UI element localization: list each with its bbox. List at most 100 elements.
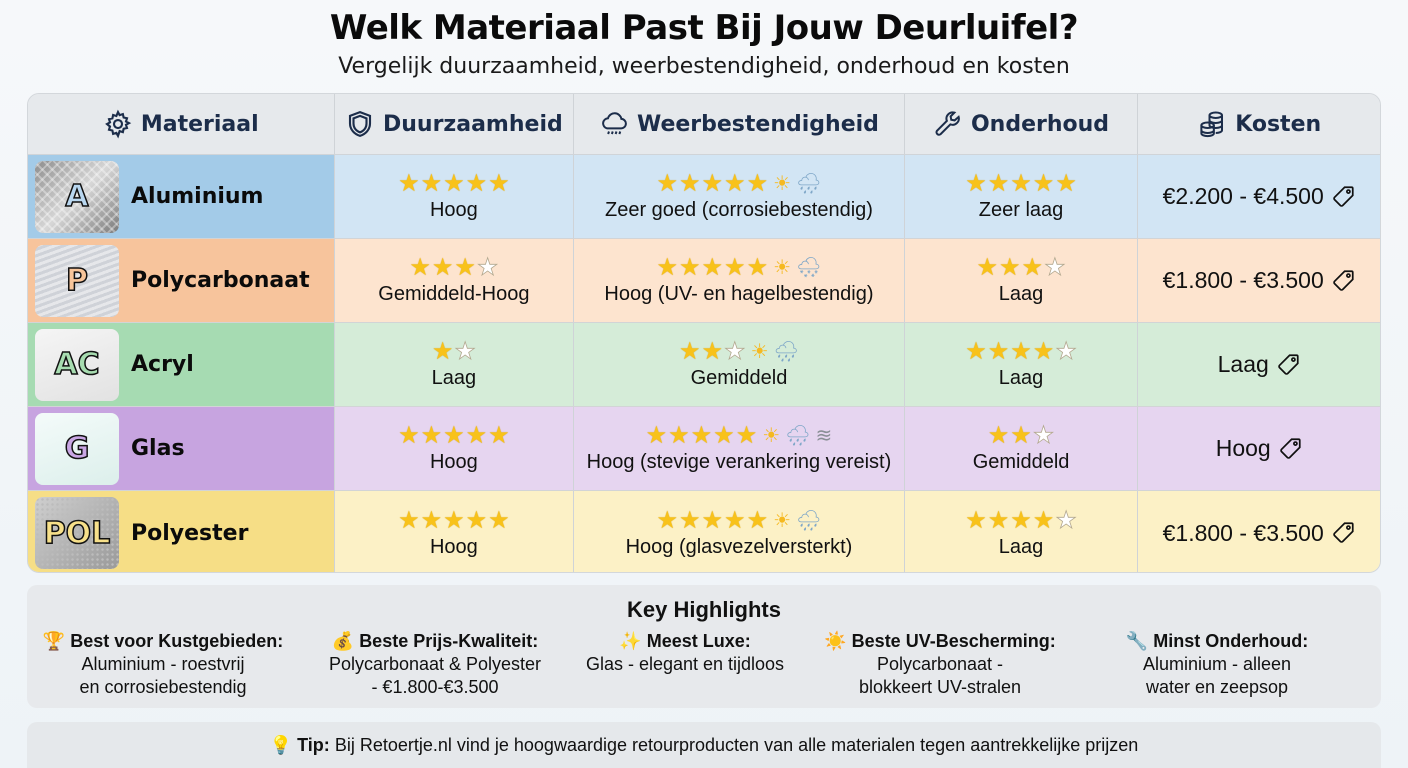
- material-name: Acryl: [131, 352, 194, 377]
- durability-label: Gemiddeld-Hoog: [378, 283, 530, 305]
- maintenance-cell: ★ ★ ★ ★ ★ Zeer laag: [904, 155, 1139, 238]
- star-filled-icon: ★: [488, 506, 510, 534]
- maintenance-rating: ★ ★ ★ ★ ★: [965, 171, 1077, 197]
- weather-rating: ★ ★ ★ ★ ★ ☀ 🌧: [657, 171, 822, 197]
- coins-icon: [1200, 111, 1224, 138]
- rain-cloud-icon: 🌧: [796, 173, 822, 195]
- durability-label: Hoog: [429, 535, 478, 558]
- highlight-heading: Minst Onderhoud:: [1153, 631, 1309, 651]
- maintenance-label: Laag: [998, 535, 1044, 558]
- star-filled-icon: ★: [1032, 170, 1055, 197]
- highlight-text: Aluminium - alleen: [1142, 654, 1292, 674]
- hail-cloud-icon: 🌨: [796, 257, 822, 279]
- wrench-icon: 🔧: [1125, 631, 1149, 651]
- maintenance-cell: ★ ★ ★ ★ ★ Laag: [904, 323, 1139, 406]
- star-filled-icon: ★: [420, 506, 443, 534]
- rain-cloud-icon: [602, 112, 627, 135]
- star-filled-icon: ★: [999, 254, 1021, 281]
- star-filled-icon: ★: [1021, 254, 1044, 281]
- column-header-onderhoud: Onderhoud: [905, 94, 1139, 154]
- cost-value: €1.800 - €3.500: [1162, 267, 1324, 293]
- cost-cell: Laag: [1138, 323, 1380, 406]
- column-header-kosten: Kosten: [1138, 94, 1380, 154]
- star-filled-icon: ★: [724, 170, 746, 197]
- star-filled-icon: ★: [488, 422, 510, 449]
- highlight-heading: Best voor Kustgebieden:: [70, 631, 284, 651]
- star-filled-icon: ★: [965, 506, 987, 534]
- weather-label: Hoog (glasvezelversterkt): [625, 535, 853, 558]
- star-filled-icon: ★: [1010, 338, 1032, 365]
- tip-text: Bij Retoertje.nl vind je hoogwaardige re…: [329, 735, 1139, 755]
- star-filled-icon: ★: [987, 170, 1010, 197]
- highlight-text: Polycarbonaat -: [876, 654, 1004, 674]
- material-badge-icon: P: [35, 244, 119, 317]
- durability-label: Hoog: [429, 199, 478, 221]
- weather-label: Hoog (stevige verankering vereist): [586, 451, 892, 473]
- star-filled-icon: ★: [987, 422, 1010, 449]
- table-row: POL Polyester ★ ★ ★ ★ ★ Hoog ★ ★ ★ ★ ★ ☀ 🌧 Hoog (gla…: [28, 491, 1380, 572]
- star-filled-icon: ★: [1010, 170, 1032, 197]
- durability-cell: ★ ★ ★ ★ ★ Hoog: [334, 491, 575, 572]
- star-filled-icon: ★: [465, 422, 488, 449]
- star-filled-icon: ★: [465, 170, 488, 197]
- table-row: AC Acryl ★ ★ Laag ★ ★ ★ ☀ 🌧 Gemiddeld ★ ★ ★ ★ ★ Laag…: [28, 323, 1380, 407]
- highlight-text: en corrosiebestendig: [79, 677, 247, 697]
- highlight-heading: Meest Luxe:: [646, 631, 751, 651]
- star-filled-icon: ★: [1010, 422, 1032, 449]
- tip-banner: 💡 Tip: Bij Retoertje.nl vind je hoogwaar…: [27, 722, 1381, 768]
- durability-cell: ★ ★ Laag: [334, 323, 575, 406]
- star-filled-icon: ★: [965, 338, 987, 365]
- highlight-item: 🔧 Minst Onderhoud: Aluminium - alleen wate…: [1081, 630, 1353, 699]
- star-filled-icon: ★: [454, 254, 476, 281]
- column-header-label: Materiaal: [140, 111, 259, 137]
- star-empty-icon: ★: [724, 338, 746, 365]
- maintenance-label: Zeer laag: [978, 199, 1064, 221]
- material-badge-icon: G: [35, 412, 119, 485]
- rain-cloud-icon: 🌧: [796, 509, 822, 532]
- star-filled-icon: ★: [409, 254, 431, 281]
- weather-rating: ★ ★ ★ ★ ★ ☀ 🌨: [657, 255, 822, 281]
- star-filled-icon: ★: [443, 170, 465, 197]
- weather-label: Hoog (UV- en hagelbestendig): [604, 283, 874, 305]
- star-filled-icon: ★: [746, 170, 769, 197]
- highlight-text: Aluminium - roestvrij: [81, 654, 245, 674]
- highlight-text: water en zeepsop: [1145, 677, 1289, 697]
- star-filled-icon: ★: [1010, 506, 1032, 534]
- durability-cell: ★ ★ ★ ★ Gemiddeld-Hoog: [334, 239, 575, 322]
- weather-rating: ★ ★ ★ ★ ★ ☀ 🌧: [657, 508, 822, 534]
- highlight-heading: Beste UV-Bescherming:: [851, 631, 1056, 651]
- badge-letter: G: [64, 430, 90, 467]
- maintenance-rating: ★ ★ ★ ★ ★: [965, 339, 1077, 365]
- star-filled-icon: ★: [679, 506, 701, 534]
- sparkles-icon: ✨: [619, 631, 642, 651]
- star-filled-icon: ★: [976, 254, 999, 281]
- money-bag-icon: 💰: [331, 631, 355, 651]
- durability-rating: ★ ★ ★ ★: [409, 255, 498, 281]
- star-filled-icon: ★: [656, 170, 679, 197]
- weather-cell: ★ ★ ★ ★ ★ ☀ 🌧 Hoog (glasvezelversterkt): [574, 491, 905, 572]
- page-subtitle: Vergelijk duurzaamheid, weerbestendighei…: [338, 54, 1070, 79]
- durability-rating: ★ ★: [432, 339, 476, 365]
- star-filled-icon: ★: [1032, 338, 1055, 365]
- maintenance-cell: ★ ★ ★ ★ ★ Laag: [904, 491, 1139, 572]
- star-filled-icon: ★: [701, 338, 724, 365]
- weather-label: Gemiddeld: [690, 367, 788, 389]
- cost-value: Hoog: [1215, 435, 1271, 461]
- column-header-materiaal: Materiaal: [28, 94, 335, 154]
- badge-letter: AC: [54, 346, 101, 383]
- trophy-icon: 🏆: [42, 631, 66, 651]
- badge-letter: A: [65, 178, 90, 215]
- sun-icon: ☀️: [824, 631, 847, 651]
- material-badge-icon: A: [35, 160, 119, 233]
- star-empty-icon: ★: [454, 338, 476, 365]
- star-filled-icon: ★: [701, 254, 724, 281]
- star-filled-icon: ★: [679, 254, 701, 281]
- weather-cell: ★ ★ ★ ☀ 🌧 Gemiddeld: [574, 323, 905, 406]
- durability-rating: ★ ★ ★ ★ ★: [398, 171, 510, 197]
- star-filled-icon: ★: [735, 422, 758, 449]
- sun-icon: ☀: [750, 341, 769, 363]
- highlight-item: ✨ Meest Luxe: Glas - elegant en tijdloos: [571, 630, 799, 699]
- maintenance-cell: ★ ★ ★ Gemiddeld: [904, 407, 1139, 490]
- rain-cloud-icon: 🌧: [785, 425, 811, 447]
- comparison-table: Materiaal Duurzaamheid Weerbestendigheid…: [27, 93, 1381, 573]
